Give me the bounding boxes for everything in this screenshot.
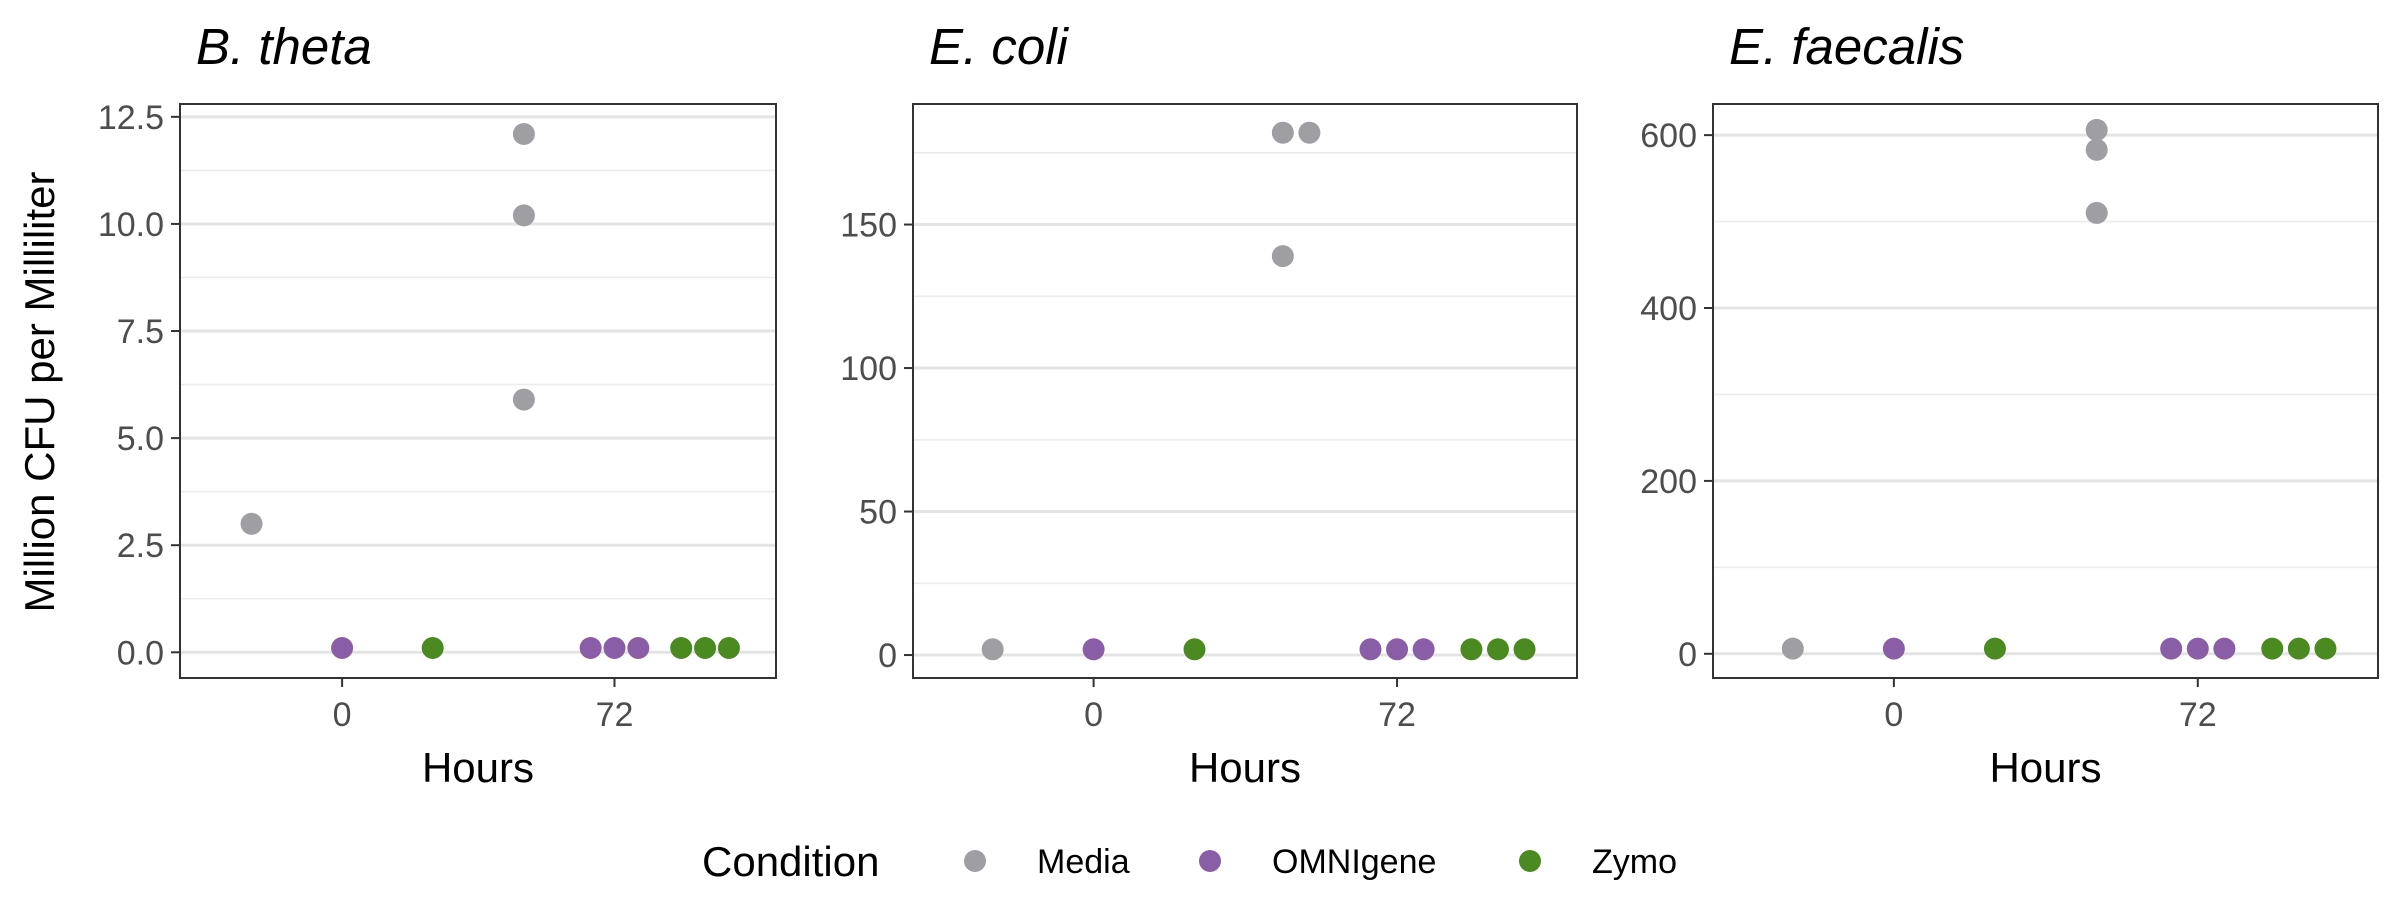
- panel-title: B. theta: [196, 18, 372, 75]
- panel-title: E. coli: [929, 18, 1070, 75]
- point-omnigene: [2160, 637, 2183, 660]
- point-omnigene: [1882, 637, 1905, 660]
- point-zymo: [1460, 638, 1483, 661]
- legend-item-omnigene: OMNIgene: [1199, 843, 1436, 881]
- legend-item-zymo: Zymo: [1519, 843, 1677, 881]
- panel-e-faecalis: 0 200 400 600 0 72 E. faecalis Hours: [1640, 18, 2379, 791]
- point-zymo: [2261, 637, 2284, 660]
- legend-entries: Media OMNIgene Zymo: [964, 843, 1677, 881]
- y-tick-label: 0: [878, 637, 897, 675]
- point-zymo: [421, 637, 444, 660]
- point-media: [1781, 637, 1804, 660]
- legend-label: OMNIgene: [1272, 843, 1436, 881]
- panels: 0.0 2.5 5.0 7.5 10.0 12.5 0 72 B. theta Hours 0 50 1…: [98, 18, 2379, 791]
- y-tick-label: 150: [840, 207, 897, 245]
- point-media: [512, 122, 535, 145]
- point-zymo: [694, 637, 717, 660]
- legend-key-omnigene: [1199, 850, 1221, 872]
- point-zymo: [1486, 638, 1509, 661]
- point-omnigene: [579, 637, 602, 660]
- y-tick-label: 0.0: [117, 634, 164, 672]
- y-tick-label: 0: [1678, 636, 1697, 674]
- point-media: [512, 204, 535, 227]
- point-omnigene: [1082, 638, 1105, 661]
- point-omnigene: [331, 637, 354, 660]
- point-zymo: [670, 637, 693, 660]
- point-media: [1298, 121, 1321, 144]
- point-media: [981, 638, 1004, 661]
- point-zymo: [717, 637, 740, 660]
- panel-b-theta: 0.0 2.5 5.0 7.5 10.0 12.5 0 72 B. theta Hours: [98, 18, 777, 791]
- point-omnigene: [627, 637, 650, 660]
- point-zymo: [2287, 637, 2310, 660]
- point-omnigene: [603, 637, 626, 660]
- legend: Condition Media OMNIgene Zymo: [702, 838, 1677, 885]
- y-tick-label: 600: [1640, 117, 1697, 155]
- x-axis-label: Hours: [1989, 744, 2101, 791]
- x-axis-label: Hours: [1189, 744, 1301, 791]
- point-omnigene: [1386, 638, 1409, 661]
- y-tick-label: 7.5: [117, 313, 164, 351]
- y-tick-label: 100: [840, 350, 897, 388]
- point-omnigene: [1359, 638, 1382, 661]
- plot-background: [1713, 104, 2378, 678]
- x-axis-label: Hours: [422, 744, 534, 791]
- y-tick-label: 10.0: [98, 206, 164, 244]
- plot-background: [180, 104, 776, 678]
- plot-background: [913, 104, 1577, 678]
- point-omnigene: [2213, 637, 2236, 660]
- x-tick-label: 72: [2179, 696, 2217, 734]
- panel-title: E. faecalis: [1729, 18, 1964, 75]
- legend-key-zymo: [1519, 850, 1541, 872]
- panel-border: [912, 103, 1578, 679]
- point-media: [240, 512, 263, 535]
- y-tick-label: 400: [1640, 290, 1697, 328]
- panel-e-coli: 0 50 100 150 0 72 E. coli Hours: [840, 18, 1578, 791]
- point-zymo: [1183, 638, 1206, 661]
- legend-item-media: Media: [964, 843, 1130, 881]
- panel-border: [179, 103, 777, 679]
- y-tick-label: 5.0: [117, 420, 164, 458]
- y-axis-label: Million CFU per Milliliter: [16, 171, 63, 612]
- legend-label: Zymo: [1592, 843, 1677, 881]
- x-tick-label: 72: [1378, 696, 1416, 734]
- point-media: [2085, 118, 2108, 141]
- legend-key-media: [964, 850, 986, 872]
- point-media: [1271, 121, 1294, 144]
- legend-title: Condition: [702, 838, 879, 885]
- y-tick-label: 2.5: [117, 527, 164, 565]
- point-media: [1271, 245, 1294, 268]
- point-zymo: [1513, 638, 1536, 661]
- legend-label: Media: [1037, 843, 1130, 881]
- x-tick-label: 0: [333, 696, 352, 734]
- point-omnigene: [1412, 638, 1435, 661]
- y-tick-label: 50: [859, 494, 897, 532]
- x-tick-label: 0: [1084, 696, 1103, 734]
- point-media: [512, 388, 535, 411]
- y-tick-label: 200: [1640, 463, 1697, 501]
- y-tick-label: 12.5: [98, 99, 164, 137]
- panel-border: [1712, 103, 2379, 679]
- x-tick-label: 0: [1884, 696, 1903, 734]
- point-zymo: [1983, 637, 2006, 660]
- point-omnigene: [2186, 637, 2209, 660]
- point-media: [2085, 138, 2108, 161]
- x-tick-label: 72: [596, 696, 634, 734]
- point-zymo: [2314, 637, 2337, 660]
- point-media: [2085, 201, 2108, 224]
